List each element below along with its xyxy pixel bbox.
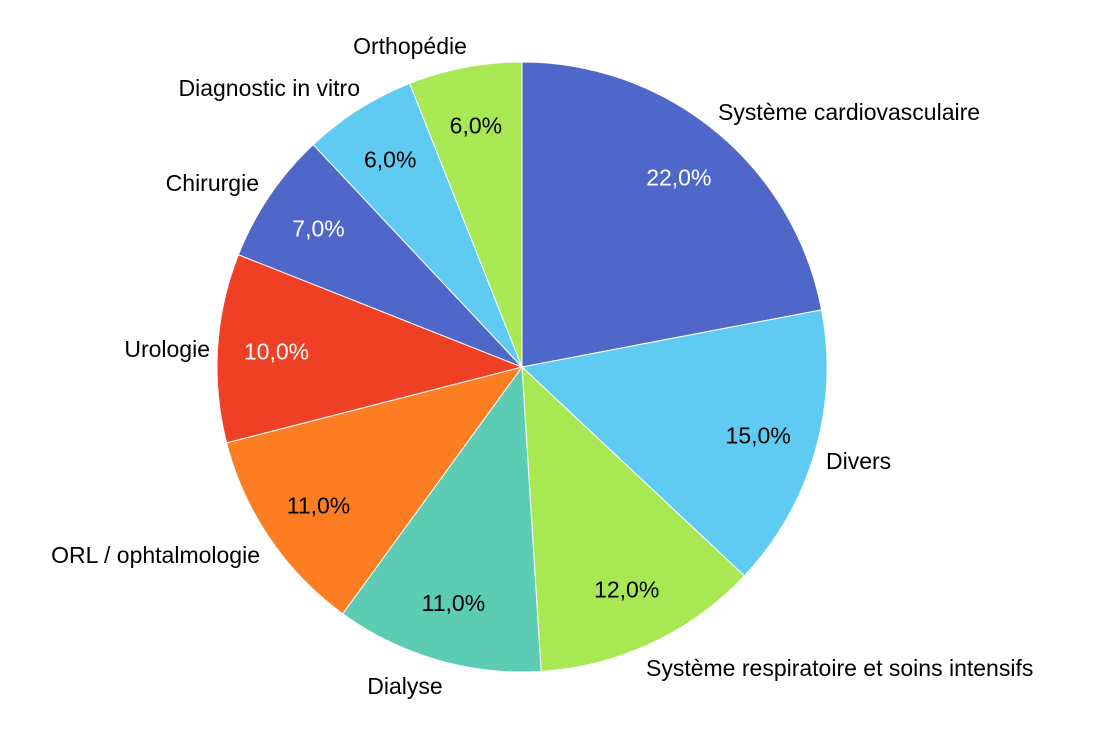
slice-category-label: Système respiratoire et soins intensifs bbox=[646, 655, 1033, 681]
pie-slice bbox=[237, 143, 523, 368]
slice-value-label: 12,0% bbox=[594, 577, 659, 603]
slice-value-label: 10,0% bbox=[244, 339, 309, 365]
slice-value-label: 6,0% bbox=[364, 146, 416, 172]
slice-value-label: 15,0% bbox=[726, 423, 791, 449]
pie-slice bbox=[520, 309, 828, 577]
slice-value-label: 7,0% bbox=[292, 216, 344, 242]
slice-category-label: Système cardiovasculaire bbox=[718, 99, 980, 125]
slice-category-label: ORL / ophtalmologie bbox=[51, 542, 260, 568]
slice-category-label: Dialyse bbox=[367, 673, 442, 699]
slice-value-label: 11,0% bbox=[422, 590, 486, 616]
pie-slice bbox=[521, 61, 823, 368]
slice-value-label: 11,0% bbox=[287, 492, 351, 518]
pie-slice bbox=[342, 365, 542, 673]
slice-category-label: Divers bbox=[826, 448, 891, 474]
pie-slice bbox=[225, 366, 524, 615]
slice-category-label: Chirurgie bbox=[166, 170, 259, 196]
pie-slices bbox=[216, 61, 828, 673]
slice-category-label: Diagnostic in vitro bbox=[178, 75, 360, 101]
pie-slice bbox=[409, 61, 523, 368]
category-labels: Système cardiovasculaire Divers Système re… bbox=[51, 33, 1033, 699]
slice-value-label: 22,0% bbox=[646, 165, 711, 191]
slice-category-label: Orthopédie bbox=[353, 33, 467, 59]
pie-slice bbox=[521, 365, 746, 672]
pie-slice bbox=[216, 254, 524, 444]
slice-value-label: 6,0% bbox=[450, 112, 502, 138]
percentage-labels: 22,0% 15,0% 12,0% 11,0% 11,0% 10,0% 7,0% 6,0% 6,… bbox=[244, 112, 791, 616]
slice-category-label: Urologie bbox=[124, 336, 210, 362]
